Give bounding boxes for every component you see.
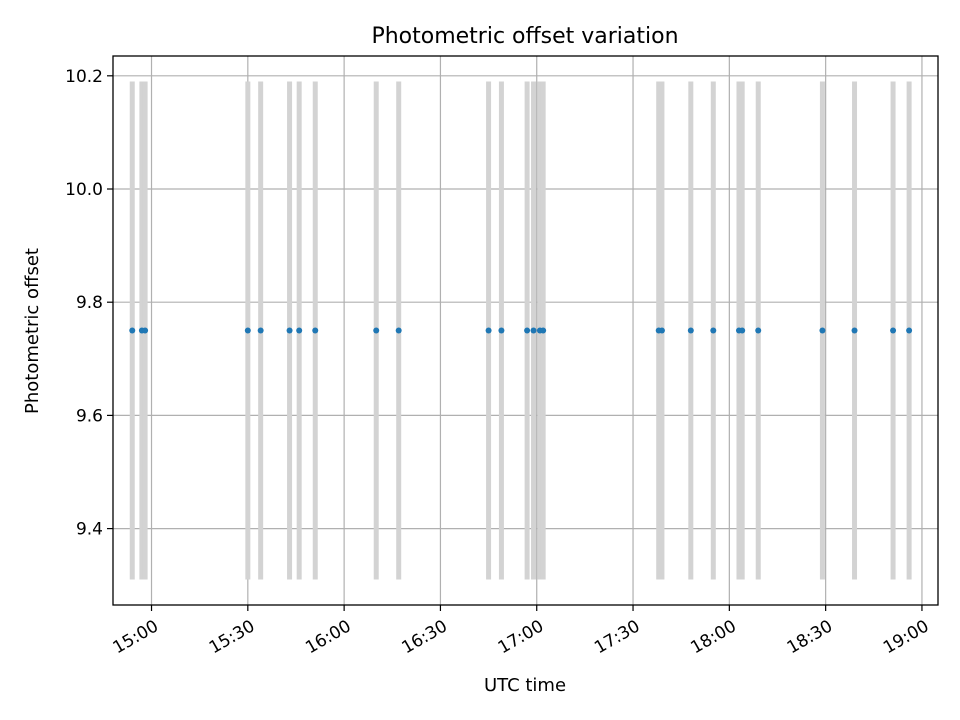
data-point xyxy=(524,327,531,334)
plot-frame xyxy=(112,55,939,606)
x-axis-label: UTC time xyxy=(484,675,566,696)
data-point xyxy=(296,327,303,334)
data-point xyxy=(142,327,149,334)
data-point xyxy=(658,327,665,334)
chart-title: Photometric offset variation xyxy=(371,24,678,49)
data-points xyxy=(129,327,913,334)
data-point xyxy=(312,327,319,334)
data-point xyxy=(257,327,264,334)
data-point xyxy=(851,327,858,334)
data-point xyxy=(244,327,251,334)
y-tick-label: 9.4 xyxy=(76,520,103,540)
data-point xyxy=(906,327,913,334)
y-tick-label: 10.2 xyxy=(65,67,103,87)
data-point xyxy=(395,327,402,334)
data-point xyxy=(129,327,136,334)
data-point xyxy=(498,327,505,334)
data-point xyxy=(819,327,826,334)
y-tick-label: 9.6 xyxy=(76,406,103,426)
data-point xyxy=(530,327,537,334)
data-point xyxy=(485,327,492,334)
y-tick-label: 9.8 xyxy=(76,293,103,313)
data-point xyxy=(890,327,897,334)
data-point xyxy=(373,327,380,334)
y-axis: 9.4 9.6 9.8 10.0 10.2 xyxy=(65,67,113,540)
data-point xyxy=(710,327,717,334)
y-axis-label: Photometric offset xyxy=(22,248,43,414)
y-tick-label: 10.0 xyxy=(65,180,103,200)
data-point xyxy=(739,327,746,334)
data-point xyxy=(540,327,547,334)
data-point xyxy=(687,327,694,334)
data-point xyxy=(286,327,293,334)
data-point xyxy=(755,327,762,334)
